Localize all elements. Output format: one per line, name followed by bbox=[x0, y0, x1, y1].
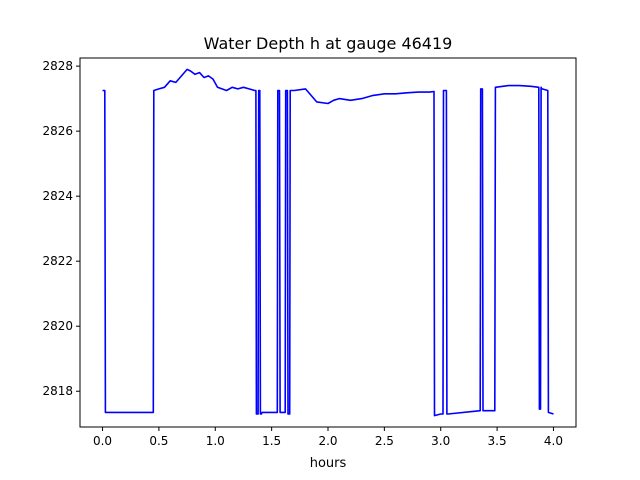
y-tick-label: 2822 bbox=[42, 254, 73, 268]
y-tick-label: 2818 bbox=[42, 384, 73, 398]
x-tick-label: 3.5 bbox=[488, 434, 507, 448]
y-tick-label: 2826 bbox=[42, 124, 73, 138]
y-axis: 2818 2820 2822 2824 2826 2828 bbox=[42, 59, 80, 398]
x-tick-label: 1.0 bbox=[206, 434, 225, 448]
series-line bbox=[102, 68, 554, 417]
x-tick-label: 0.5 bbox=[149, 434, 168, 448]
x-tick-label: 2.5 bbox=[375, 434, 394, 448]
x-axis: 0.0 0.5 1.0 1.5 2.0 2.5 3.0 3.5 4.0 bbox=[93, 427, 563, 448]
x-tick-label: 3.0 bbox=[431, 434, 450, 448]
y-tick-label: 2828 bbox=[42, 59, 73, 73]
x-tick-label: 0.0 bbox=[93, 434, 112, 448]
x-tick-label: 4.0 bbox=[544, 434, 563, 448]
y-tick-label: 2824 bbox=[42, 189, 73, 203]
chart-title: Water Depth h at gauge 46419 bbox=[204, 34, 453, 53]
y-tick-label: 2820 bbox=[42, 319, 73, 333]
x-tick-label: 1.5 bbox=[262, 434, 281, 448]
x-axis-label: hours bbox=[310, 456, 347, 471]
plot-layer bbox=[102, 68, 554, 417]
x-tick-label: 2.0 bbox=[318, 434, 337, 448]
